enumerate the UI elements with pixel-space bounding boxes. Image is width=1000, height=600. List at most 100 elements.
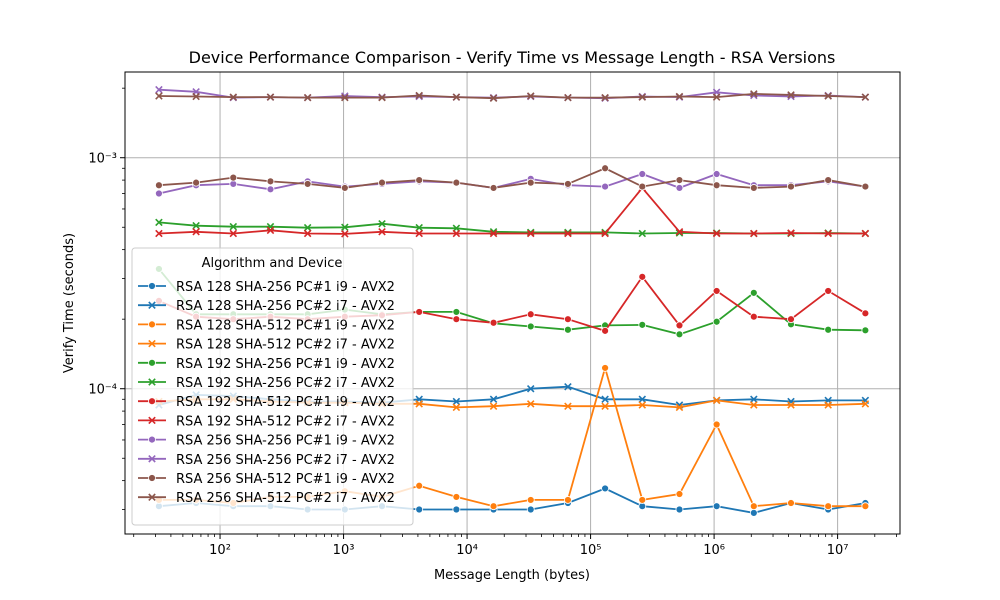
data-point — [750, 90, 758, 98]
data-point — [526, 92, 535, 100]
data-point — [750, 229, 758, 238]
data-point — [675, 184, 684, 192]
data-point — [148, 282, 156, 290]
data-point — [638, 93, 647, 101]
data-point — [638, 229, 647, 238]
legend-entry: RSA 128 SHA-512 PC#1 i9 - AVX2 — [138, 318, 395, 333]
data-point — [675, 92, 684, 101]
data-point — [155, 218, 163, 227]
legend-label: RSA 128 SHA-512 PC#1 i9 - AVX2 — [176, 318, 395, 333]
data-point — [192, 221, 200, 230]
x-tick-label: 10² — [209, 543, 231, 558]
data-point — [787, 315, 795, 324]
x-axis-label: Message Length (bytes) — [434, 568, 590, 583]
data-point — [303, 229, 312, 238]
data-point — [601, 484, 609, 493]
data-point — [638, 182, 647, 191]
y-axis-label: Verify Time (seconds) — [62, 233, 77, 373]
data-point — [489, 229, 498, 238]
data-point — [638, 395, 647, 404]
legend-box — [131, 247, 414, 526]
chart-title: Device Performance Comparison - Verify T… — [189, 48, 836, 67]
data-point — [148, 435, 156, 444]
data-point — [601, 326, 609, 335]
legend-entry: RSA 192 SHA-512 PC#2 i7 - AVX2 — [138, 414, 395, 429]
data-point — [675, 490, 684, 498]
data-point — [266, 185, 275, 194]
data-point — [787, 401, 795, 409]
data-point — [861, 309, 870, 318]
data-point — [861, 182, 870, 191]
data-point — [675, 228, 684, 236]
data-point — [749, 509, 758, 517]
data-point — [341, 223, 349, 232]
data-point — [192, 178, 201, 187]
data-point — [489, 502, 498, 511]
legend-label: RSA 256 SHA-256 PC#2 i7 - AVX2 — [176, 453, 395, 468]
data-point — [148, 301, 156, 309]
legend-entry: RSA 256 SHA-256 PC#1 i9 - AVX2 — [138, 434, 395, 449]
data-point — [601, 182, 609, 191]
data-point — [564, 402, 572, 410]
data-point — [861, 400, 870, 408]
data-point — [861, 502, 870, 511]
data-point — [148, 416, 156, 425]
legend-label: RSA 128 SHA-512 PC#2 i7 - AVX2 — [176, 338, 395, 353]
data-point — [266, 177, 275, 186]
data-point — [824, 325, 833, 334]
data-point — [675, 403, 684, 412]
data-point — [489, 184, 498, 192]
data-point — [787, 182, 795, 191]
data-point — [824, 92, 832, 100]
data-point — [303, 223, 312, 232]
data-point — [452, 178, 461, 187]
data-point — [526, 496, 535, 504]
data-point — [638, 272, 647, 281]
data-point — [489, 318, 498, 327]
legend-entry: RSA 256 SHA-256 PC#2 i7 - AVX2 — [138, 453, 395, 468]
data-point — [712, 287, 721, 295]
data-point — [712, 396, 721, 405]
data-point — [415, 505, 424, 514]
data-point — [712, 170, 721, 178]
data-point — [148, 455, 156, 463]
y-tick-label: 10⁻⁴ — [88, 383, 117, 398]
data-point — [638, 401, 647, 409]
data-point — [415, 223, 423, 232]
data-point — [148, 493, 156, 501]
plot-frame — [124, 71, 901, 535]
legend-entry: RSA 256 SHA-512 PC#2 i7 - AVX2 — [138, 491, 395, 506]
data-point — [266, 226, 275, 235]
legend-label: RSA 192 SHA-512 PC#1 i9 - AVX2 — [176, 395, 395, 410]
series-line — [158, 92, 866, 100]
series-8 — [155, 184, 870, 238]
data-point — [155, 229, 163, 238]
data-point — [155, 85, 163, 94]
x-tick-label: 10³ — [333, 543, 355, 558]
data-point — [601, 164, 609, 173]
data-point — [148, 339, 156, 348]
data-point — [155, 92, 163, 100]
data-point — [749, 312, 758, 321]
data-point — [526, 322, 535, 331]
legend-label: RSA 192 SHA-256 PC#2 i7 - AVX2 — [176, 376, 395, 391]
data-point — [712, 181, 721, 190]
data-point — [750, 395, 758, 404]
legend-entry: RSA 256 SHA-512 PC#1 i9 - AVX2 — [138, 472, 395, 487]
legend-entry: RSA 128 SHA-256 PC#1 i9 - AVX2 — [138, 280, 395, 295]
data-point — [712, 93, 721, 101]
data-point — [452, 403, 461, 412]
data-point — [564, 229, 572, 238]
data-point — [601, 364, 609, 372]
series-line — [158, 173, 866, 195]
data-point — [787, 499, 795, 507]
data-point — [341, 230, 349, 238]
data-point — [229, 173, 238, 182]
data-point — [415, 308, 424, 316]
data-point — [564, 382, 572, 391]
y-tick-label: 10⁻³ — [88, 152, 117, 167]
data-point — [824, 287, 833, 295]
data-point — [787, 229, 795, 237]
data-point — [415, 400, 423, 408]
